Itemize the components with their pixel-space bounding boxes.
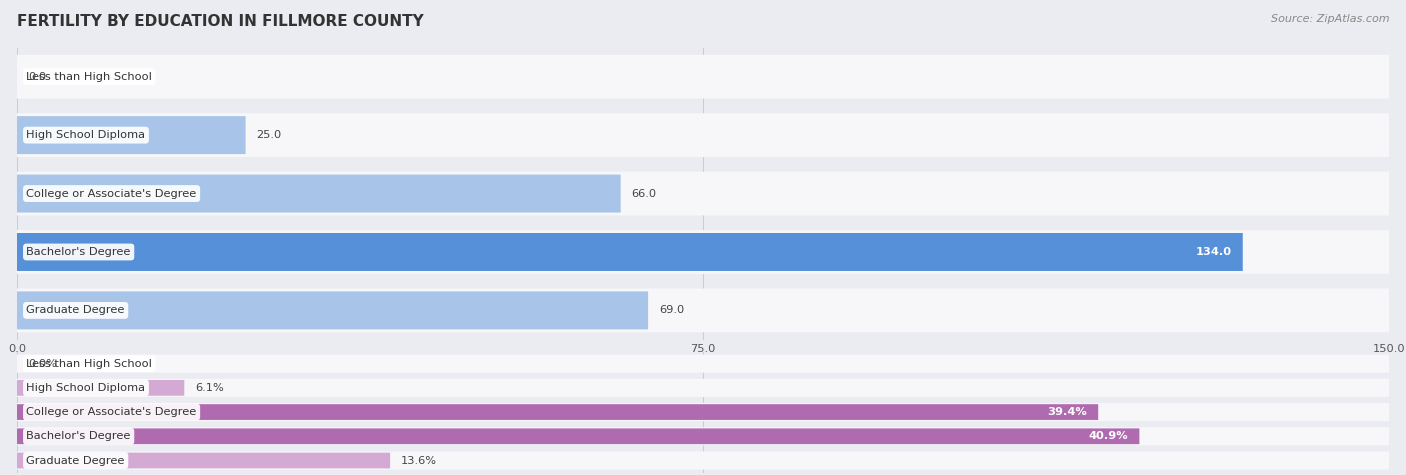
Text: FERTILITY BY EDUCATION IN FILLMORE COUNTY: FERTILITY BY EDUCATION IN FILLMORE COUNT…: [17, 14, 423, 29]
Text: 0.0%: 0.0%: [28, 359, 56, 369]
FancyBboxPatch shape: [17, 288, 1389, 332]
FancyBboxPatch shape: [17, 403, 1389, 421]
Text: 40.9%: 40.9%: [1088, 431, 1129, 441]
FancyBboxPatch shape: [17, 404, 1098, 420]
Text: Bachelor's Degree: Bachelor's Degree: [27, 247, 131, 257]
Text: 6.1%: 6.1%: [195, 383, 224, 393]
FancyBboxPatch shape: [17, 175, 620, 212]
FancyBboxPatch shape: [17, 354, 1389, 373]
Text: Less than High School: Less than High School: [27, 359, 152, 369]
Text: Graduate Degree: Graduate Degree: [27, 456, 125, 466]
FancyBboxPatch shape: [17, 55, 1389, 99]
FancyBboxPatch shape: [17, 379, 1389, 397]
Text: Source: ZipAtlas.com: Source: ZipAtlas.com: [1271, 14, 1389, 24]
FancyBboxPatch shape: [17, 230, 1389, 274]
Text: 0.0: 0.0: [28, 72, 46, 82]
Text: College or Associate's Degree: College or Associate's Degree: [27, 407, 197, 417]
FancyBboxPatch shape: [17, 428, 1139, 444]
FancyBboxPatch shape: [17, 292, 648, 329]
Text: Graduate Degree: Graduate Degree: [27, 305, 125, 315]
Text: 39.4%: 39.4%: [1047, 407, 1087, 417]
FancyBboxPatch shape: [17, 116, 246, 154]
FancyBboxPatch shape: [17, 451, 1389, 470]
Text: College or Associate's Degree: College or Associate's Degree: [27, 189, 197, 199]
Text: 13.6%: 13.6%: [401, 456, 437, 466]
Text: 25.0: 25.0: [256, 130, 281, 140]
FancyBboxPatch shape: [17, 427, 1389, 446]
FancyBboxPatch shape: [17, 113, 1389, 157]
Text: 69.0: 69.0: [659, 305, 685, 315]
Text: Less than High School: Less than High School: [27, 72, 152, 82]
FancyBboxPatch shape: [17, 171, 1389, 216]
Text: 66.0: 66.0: [631, 189, 657, 199]
Text: High School Diploma: High School Diploma: [27, 130, 145, 140]
Text: High School Diploma: High School Diploma: [27, 383, 145, 393]
FancyBboxPatch shape: [17, 380, 184, 396]
Text: 134.0: 134.0: [1195, 247, 1232, 257]
FancyBboxPatch shape: [17, 233, 1243, 271]
FancyBboxPatch shape: [17, 453, 389, 468]
Text: Bachelor's Degree: Bachelor's Degree: [27, 431, 131, 441]
